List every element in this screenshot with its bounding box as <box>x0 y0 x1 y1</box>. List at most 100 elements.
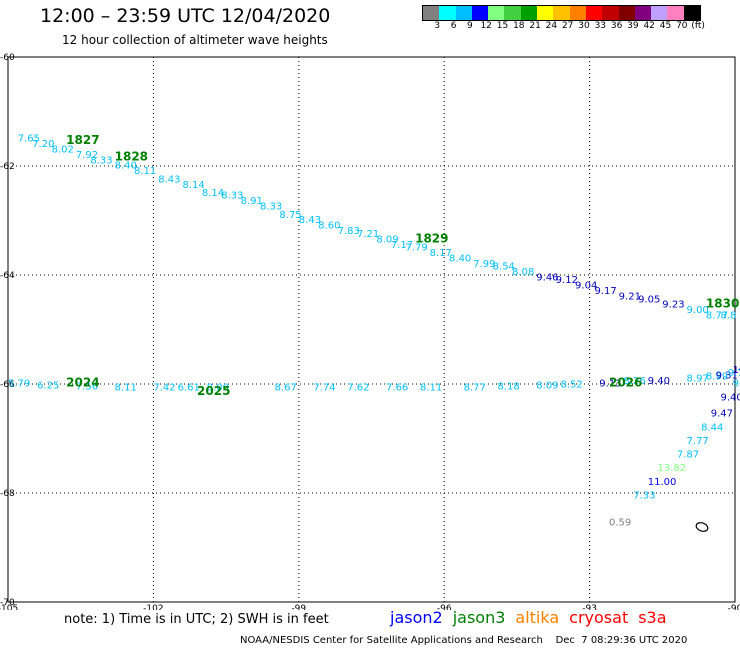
lat-tick-label: -66 <box>0 380 15 390</box>
wave-height-label: 7.33 <box>633 490 655 501</box>
wave-height-label: 8.11 <box>420 383 442 394</box>
colorbar-label: 27 <box>561 21 574 31</box>
lon-tick-label: -90 <box>728 604 740 610</box>
colorbar-swatch <box>634 6 652 20</box>
wave-height-label: 8.40 <box>449 253 471 264</box>
pass-time-label: 1830 <box>706 297 739 311</box>
colorbar-label: 33 <box>594 21 607 31</box>
legend-s3a: s3a <box>638 608 667 627</box>
wave-height-label: 8.43 <box>299 215 321 226</box>
legend-altika: altika <box>515 608 560 627</box>
legend-cryosat: cryosat <box>569 608 629 627</box>
colorbar-label: 42 <box>643 21 655 31</box>
wave-height-label: 0.59 <box>609 518 631 529</box>
colorbar-swatch <box>585 6 603 20</box>
wave-height-label: 7.56 <box>76 381 98 392</box>
colorbar-swatch <box>423 6 440 20</box>
colorbar-label: 24 <box>545 21 558 31</box>
wave-height-label: 8.77 <box>706 311 728 322</box>
wave-height-label: 9.40 <box>720 392 740 403</box>
map-subtitle: 12 hour collection of altimeter wave hei… <box>62 33 328 47</box>
pass-time-label: 1827 <box>66 133 99 147</box>
wave-height-label: 8.33 <box>90 155 112 166</box>
wave-height-label: 7.66 <box>386 383 408 394</box>
colorbar-swatch <box>618 6 635 20</box>
wave-height-label: 7.79 <box>405 242 427 253</box>
wave-height-label: 7.17 <box>391 240 413 251</box>
colorbar-label: 39 <box>627 21 639 31</box>
colorbar-label: (ft) <box>691 21 705 31</box>
wave-height-label: 7.42 <box>153 383 175 394</box>
pass-time-label: 2025 <box>197 384 230 398</box>
pass-time-label: 2026 <box>609 376 642 390</box>
lon-tick-label: -93 <box>582 604 597 610</box>
colorbar-label: 3 <box>434 21 441 31</box>
lon-tick-label: -99 <box>291 604 306 610</box>
colorbar-label: 18 <box>513 21 525 31</box>
wave-height-label: 8.14 <box>202 188 224 199</box>
lon-tick-label: -102 <box>143 604 163 610</box>
colorbar-swatch <box>455 6 472 20</box>
colorbar-labels: 3 6 9 12 15 18 21 24 27 30 33 36 39 42 45 70 (ft) <box>422 21 740 35</box>
wave-height-label: 8.08 <box>512 267 534 278</box>
map-axis-ticks: -105 -102 -99 -96 -93 -90 -60 -62 -64 -66 -68 -70 <box>0 53 740 610</box>
colorbar-swatch <box>667 6 684 20</box>
colorbar-label: 21 <box>529 21 541 31</box>
wave-height-label: 8.18 <box>498 381 520 392</box>
wave-height-label: 7.21 <box>357 229 379 240</box>
wave-height-label: 8.40 <box>115 161 137 172</box>
pass-time-labels: 1827 1828 1829 1830 2024 2025 2026 <box>66 133 739 398</box>
colorbar-label: 9 <box>467 21 473 31</box>
wave-height-label: 8.33 <box>221 191 243 202</box>
wave-height-label: 9.21 <box>619 292 641 303</box>
wave-height-label: 8.17 <box>430 248 452 259</box>
wave-height-label: 8.11 <box>115 383 137 394</box>
wave-height-label: 8.52 <box>561 379 583 390</box>
wave-height-label: 7.99 <box>473 259 495 270</box>
wave-height-colorbar <box>422 5 702 21</box>
wave-height-label: 9.12 <box>556 275 578 286</box>
pass-time-label: 1828 <box>115 150 148 164</box>
map-frame <box>7 56 736 603</box>
colorbar-swatch <box>569 6 586 20</box>
colorbar-swatch <box>488 6 505 20</box>
wave-height-label: 9.40 <box>648 376 670 387</box>
wave-height-label: 8.67 <box>275 383 297 394</box>
wave-height-label: 8.44 <box>701 422 723 433</box>
wave-height-label: 6.61 <box>178 383 200 394</box>
lat-tick-label: -60 <box>0 53 15 63</box>
wave-height-label: 11.00 <box>648 477 677 488</box>
wave-height-label: 8.33 <box>260 202 282 213</box>
lon-tick-label: -105 <box>0 604 18 610</box>
wave-height-label: 8.75 <box>279 210 301 221</box>
wave-height-label: 9.04 <box>575 281 597 292</box>
wave-height-label: 8.54 <box>493 262 515 273</box>
wave-height-label: 7.20 <box>32 139 54 150</box>
lat-tick-label: -70 <box>0 598 15 608</box>
wave-height-label: 9.17 <box>594 286 616 297</box>
wave-height-label: 9.47 <box>711 409 733 420</box>
wave-height-label: 8.97 <box>687 373 709 384</box>
wave-height-label: 9.70 <box>728 368 740 379</box>
colorbar-swatch <box>537 6 554 20</box>
wave-height-label: 9.13 <box>599 379 621 390</box>
lat-tick-label: -62 <box>0 162 15 172</box>
colorbar-label: 70 <box>676 21 688 31</box>
wave-height-label: 7.74 <box>313 383 335 394</box>
wave-height-label: 8.43 <box>158 174 180 185</box>
colorbar-label: 30 <box>578 21 590 31</box>
wave-height-label: 7.87 <box>677 450 699 461</box>
colorbar-swatch <box>651 6 668 20</box>
colorbar-swatch <box>520 6 538 20</box>
wave-height-label: 8.11 <box>134 166 156 177</box>
wave-height-label: 13.82 <box>657 463 686 474</box>
colorbar-swatch <box>683 6 701 20</box>
wave-height-label: 8.09 <box>376 234 398 245</box>
colorbar-swatch <box>602 6 619 20</box>
wave-height-label: 9.23 <box>662 300 684 311</box>
satellite-legend: jason2 jason3 altika cryosat s3a <box>390 608 677 627</box>
wave-height-label: 7.77 <box>687 436 709 447</box>
wave-height-label: 8.26 <box>624 376 646 387</box>
island-outline <box>695 522 709 532</box>
map-grid <box>8 57 735 602</box>
